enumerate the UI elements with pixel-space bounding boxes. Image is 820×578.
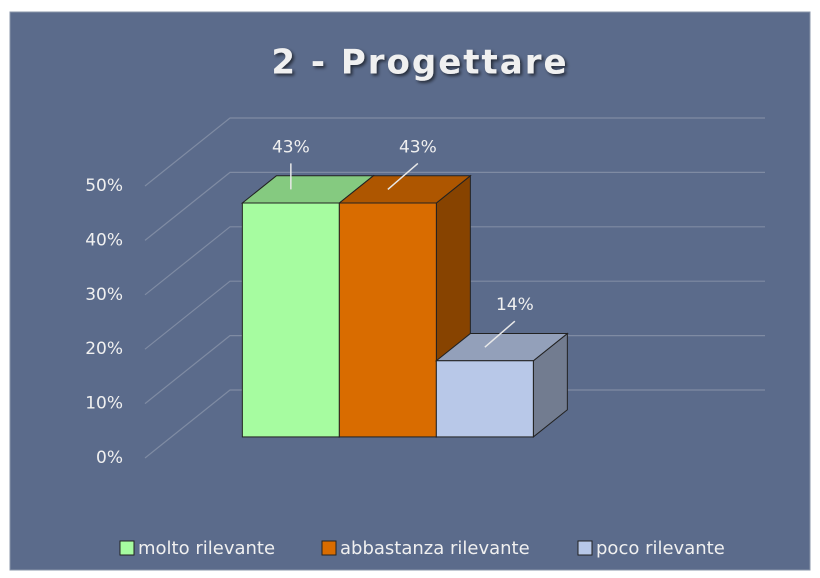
bar — [435, 360, 534, 438]
grid-line — [144, 389, 765, 459]
label-leader — [387, 162, 419, 190]
grid-line — [144, 117, 765, 187]
bar — [338, 202, 437, 438]
legend-label: abbastanza rilevante — [340, 538, 530, 559]
legend-label: poco rilevante — [596, 538, 725, 559]
grid-line — [144, 335, 765, 405]
grid-line — [144, 171, 765, 241]
value-label: 43% — [399, 137, 437, 157]
y-tick-label: 20% — [85, 339, 123, 359]
value-label: 14% — [496, 295, 534, 315]
bar — [241, 202, 340, 438]
label-leader — [484, 320, 516, 348]
legend-swatch — [321, 540, 337, 556]
value-label: 43% — [272, 137, 310, 157]
y-tick-label: 30% — [85, 285, 123, 305]
chart-title: 2 - Progettare — [271, 43, 568, 83]
legend-swatch — [577, 540, 593, 556]
grid-line — [144, 280, 765, 350]
legend-swatch — [119, 540, 135, 556]
y-tick-label: 50% — [85, 176, 123, 196]
y-tick-label: 10% — [85, 394, 123, 414]
y-tick-label: 0% — [96, 448, 123, 468]
y-tick-label: 40% — [85, 230, 123, 250]
grid-line — [144, 226, 765, 296]
legend-label: molto rilevante — [138, 538, 275, 559]
